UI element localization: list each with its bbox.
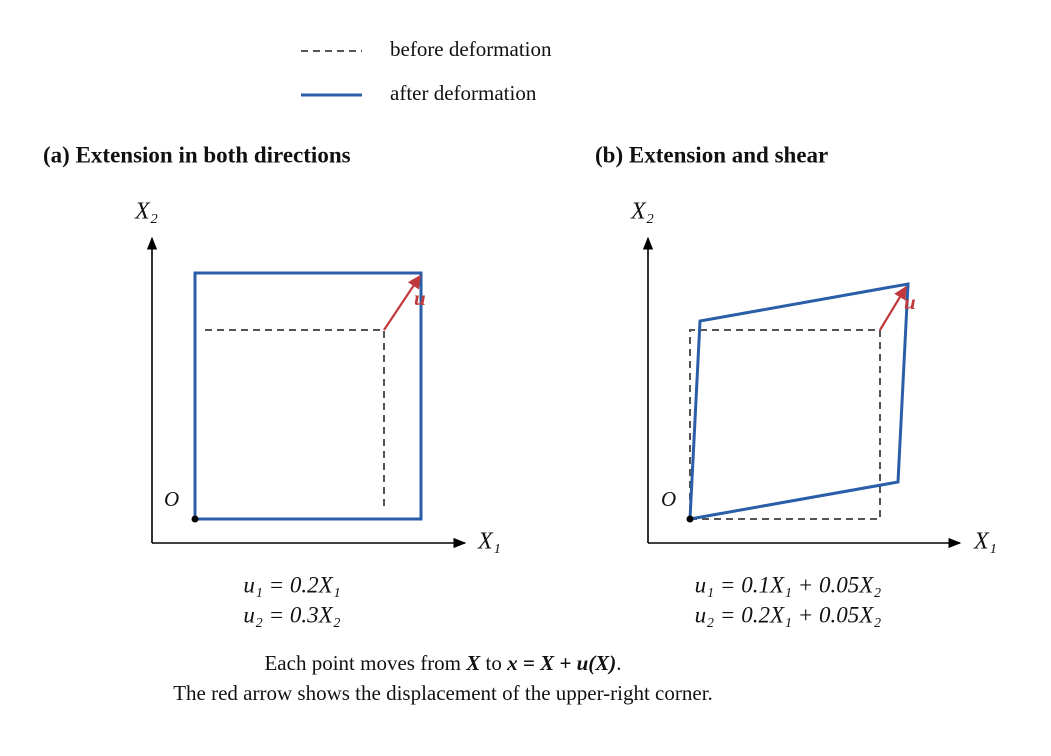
- origin-point: [686, 515, 694, 523]
- arrow-label: u: [414, 286, 426, 310]
- equation: u₂ = 0.3X₂: [243, 602, 340, 627]
- original-shape: [205, 329, 385, 510]
- x-axis-label: X₁: [477, 529, 501, 555]
- x-axis-label: X₁: [973, 529, 997, 555]
- equation: u₁ = 0.2X₁: [243, 572, 340, 597]
- deformed-shape: [688, 282, 910, 521]
- y-axis-label: X₂: [630, 199, 654, 225]
- origin-label: O: [661, 487, 676, 511]
- origin-label: O: [164, 487, 179, 511]
- legend-label: after deformation: [390, 81, 537, 105]
- equation: u₂ = 0.2X₁ + 0.05X₂: [695, 602, 882, 627]
- caption-text: .: [616, 651, 621, 675]
- caption-text: to: [480, 651, 507, 675]
- deformed-shape: [193, 271, 423, 521]
- caption-line: Each point moves from X to x = X + u(X).: [264, 651, 621, 675]
- caption-math: X: [465, 651, 481, 675]
- legend-label: before deformation: [390, 37, 552, 61]
- panel-title: (a) Extension in both directions: [43, 142, 351, 167]
- origin-point: [191, 515, 199, 523]
- arrow-label: u: [904, 290, 916, 314]
- displacement-arrow: [383, 274, 421, 331]
- displacement-arrow: [879, 285, 907, 331]
- caption-text: Each point moves from: [264, 651, 466, 675]
- panel-title: (b) Extension and shear: [595, 142, 828, 167]
- equation: u₁ = 0.1X₁ + 0.05X₂: [695, 572, 882, 597]
- caption-line: The red arrow shows the displacement of …: [173, 681, 713, 705]
- y-axis-label: X₂: [134, 199, 158, 225]
- caption-math: x = X + u(X): [506, 651, 616, 675]
